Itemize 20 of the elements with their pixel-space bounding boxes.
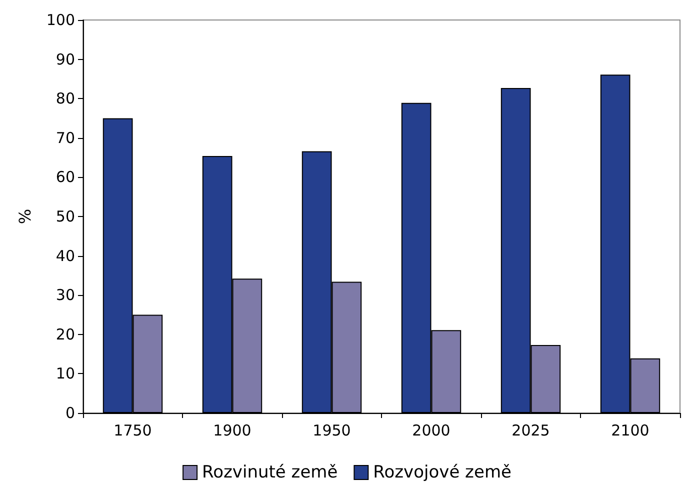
y-tick-label: 10 xyxy=(56,364,75,383)
y-tick-label: 40 xyxy=(56,246,75,265)
x-tick-label: 1900 xyxy=(213,422,252,440)
legend-label: Rozvinuté země xyxy=(202,462,338,482)
y-tick-label: 50 xyxy=(56,208,75,226)
y-tick-label: 0 xyxy=(65,404,75,422)
x-tick-label: 2000 xyxy=(412,422,450,440)
x-tick-label: 2100 xyxy=(611,422,650,440)
y-tick-label: 100 xyxy=(46,11,75,29)
x-tick-label: 1750 xyxy=(114,422,152,440)
y-tick-label: 80 xyxy=(56,90,75,108)
y-tick-label: 60 xyxy=(56,168,75,186)
y-tick-label: 70 xyxy=(56,128,75,147)
y-tick-label: 20 xyxy=(56,325,75,344)
x-tick-label: 1950 xyxy=(312,422,351,440)
y-tick-label: 30 xyxy=(56,286,75,304)
y-axis-title: % xyxy=(16,208,34,224)
legend-label: Rozvojové země xyxy=(373,462,512,482)
x-tick-label: 2025 xyxy=(512,422,550,440)
y-tick-label: 90 xyxy=(56,50,75,68)
